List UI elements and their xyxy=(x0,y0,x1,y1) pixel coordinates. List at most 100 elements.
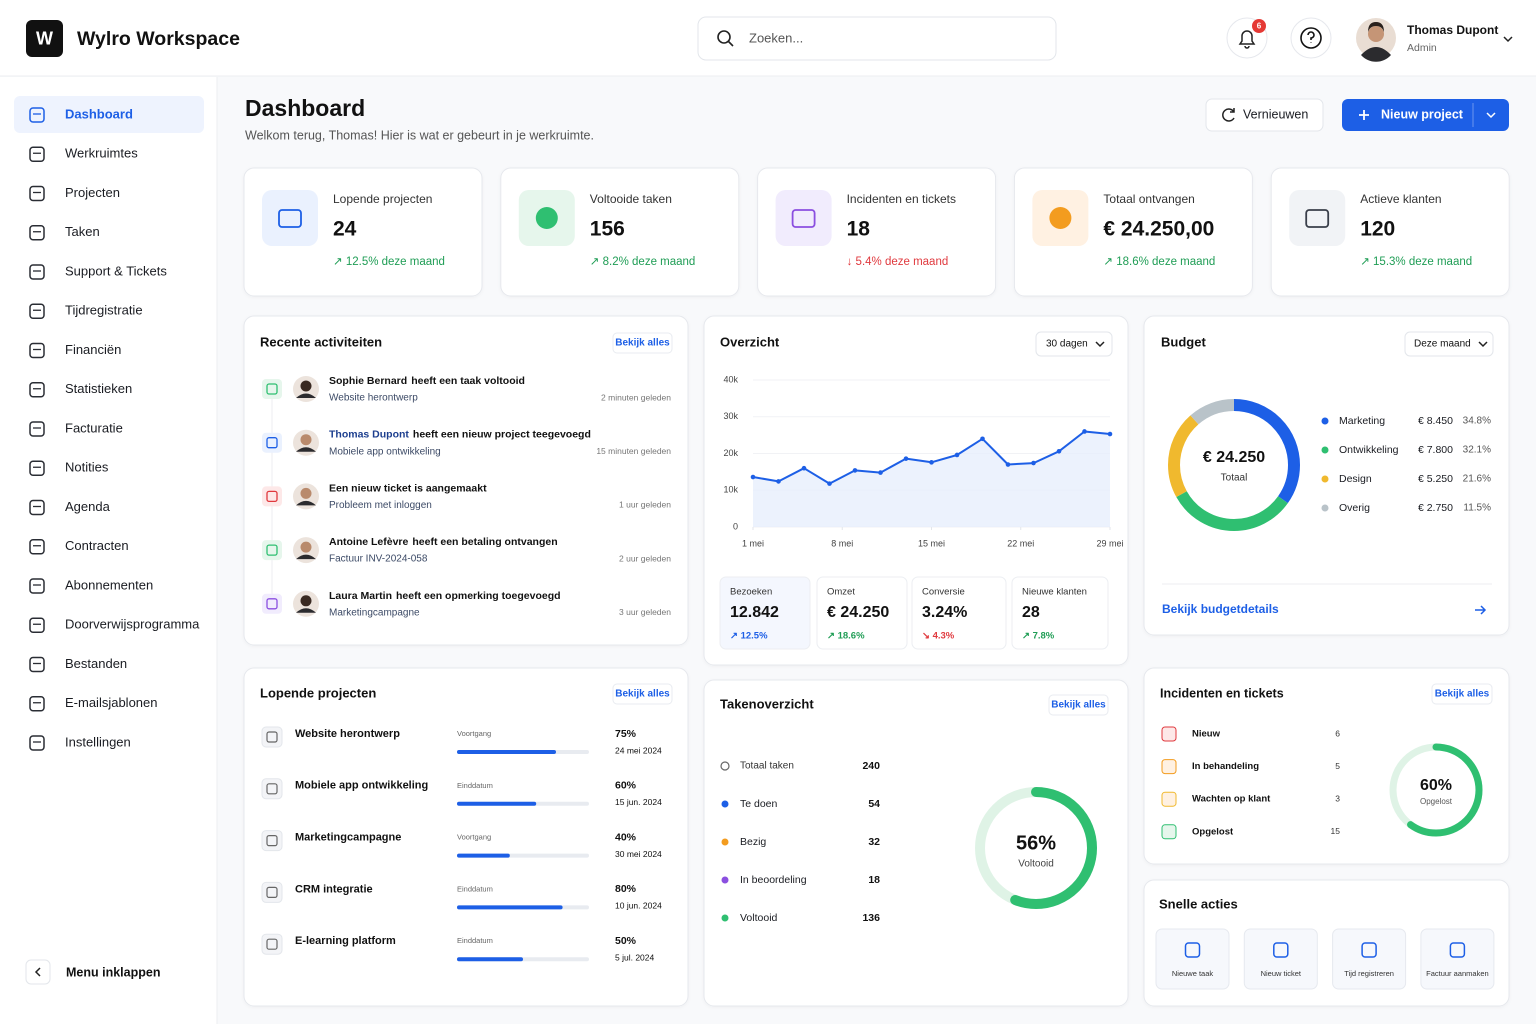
nav-item[interactable]: Tijdregistratie xyxy=(65,303,143,318)
link-button[interactable]: Bekijk alles xyxy=(1435,689,1490,700)
quick-action-button[interactable] xyxy=(1243,928,1318,990)
line-point xyxy=(750,474,756,480)
quick-actions-card: Snelle acties Nieuwe taak Nieuw ticket Tijd… xyxy=(1143,879,1510,1007)
refresh-button[interactable] xyxy=(1205,98,1324,132)
user-role: Admin xyxy=(1407,42,1437,54)
link-button[interactable]: Bekijk alles xyxy=(615,338,670,349)
link-button[interactable]: Bekijk alles xyxy=(1051,700,1106,711)
nav-item[interactable]: Taken xyxy=(65,224,100,239)
page-subtitle: Welkom terug, Thomas! Hier is wat er geb… xyxy=(245,128,594,142)
chevron-icon xyxy=(1503,36,1513,43)
activity-action: heeft een nieuw project teegevoegd xyxy=(413,428,591,440)
kpi-icon xyxy=(278,209,302,228)
avatar-head xyxy=(300,595,312,607)
quick-action-button[interactable] xyxy=(1332,928,1407,990)
quick-action-label[interactable]: Nieuw ticket xyxy=(1261,969,1302,978)
nav-icon xyxy=(29,696,45,712)
nav-item[interactable]: Notities xyxy=(65,460,109,475)
task-count: 136 xyxy=(862,912,880,924)
y-tick-label: 10k xyxy=(723,485,738,495)
avatar-body xyxy=(1361,47,1391,62)
donut-segment xyxy=(1389,743,1483,837)
collapse-icon xyxy=(34,967,41,977)
card-bg xyxy=(1143,315,1510,636)
nav-item[interactable]: Financiën xyxy=(65,342,121,357)
kpi-card: Incidenten en tickets 18 ↓ 5.4% deze maand xyxy=(757,167,997,297)
donut-segment xyxy=(1168,399,1300,531)
new-project-label[interactable]: Nieuw project xyxy=(1381,107,1464,121)
incident-icon xyxy=(1161,824,1177,840)
card-bg xyxy=(1143,667,1510,865)
link-bg[interactable] xyxy=(1431,683,1493,705)
project-progress: 60% xyxy=(615,780,637,792)
task-dot xyxy=(721,838,729,846)
quick-action-label[interactable]: Nieuwe taak xyxy=(1172,969,1214,978)
nav-item[interactable]: Facturatie xyxy=(65,420,123,435)
task-total: 240 xyxy=(862,760,880,772)
activity-subtitle: Mobiele app ontwikkeling xyxy=(329,446,441,457)
activity-icon xyxy=(262,379,282,399)
quick-action-label[interactable]: Factuur aanmaken xyxy=(1426,969,1489,978)
kpi-card: Voltooide taken 156 ↗ 8.2% deze maand xyxy=(500,167,740,297)
project-name: CRM integratie xyxy=(295,883,373,895)
link-bg[interactable] xyxy=(612,332,673,354)
quick-action-button[interactable] xyxy=(1420,928,1495,990)
nav-item[interactable]: Support & Tickets xyxy=(65,263,167,278)
x-tick-label: 8 mei xyxy=(831,538,853,548)
link-bg[interactable] xyxy=(612,683,673,705)
kpi-card: Lopende projecten 24 ↗ 12.5% deze maand xyxy=(243,167,483,297)
project-icon xyxy=(261,933,283,955)
range-dropdown[interactable] xyxy=(1035,331,1113,357)
quick-action-label[interactable]: Tijd registreren xyxy=(1344,969,1394,978)
link-bg[interactable] xyxy=(1048,694,1109,716)
link-button[interactable]: Bekijk alles xyxy=(615,689,670,700)
sidebar xyxy=(0,77,217,1024)
project-meta: Voortgang xyxy=(457,729,491,738)
nav-item[interactable]: Agenda xyxy=(65,499,111,514)
incident-name: Nieuw xyxy=(1192,729,1221,740)
notification-badge xyxy=(1252,19,1266,33)
kpi-label: Actieve klanten xyxy=(1360,192,1441,206)
nav-item[interactable]: Bestanden xyxy=(65,656,127,671)
kpi-icon xyxy=(535,207,558,229)
collapse-label[interactable]: Menu inklappen xyxy=(66,965,160,979)
activity-title: Laura Martin heeft een opmerking toegevoe… xyxy=(329,590,561,602)
kpi-value: 24 xyxy=(333,218,357,241)
range-label[interactable]: 30 dagen xyxy=(1046,339,1088,350)
avatar-body xyxy=(296,500,316,506)
nav-item[interactable]: Dashboard xyxy=(65,106,133,121)
incident-name: Wachten op klant xyxy=(1192,794,1271,805)
quick-action-button[interactable] xyxy=(1155,928,1230,990)
kpi-value: 156 xyxy=(590,218,625,241)
project-icon xyxy=(266,938,278,950)
nav-icon xyxy=(29,617,45,633)
nav-item[interactable]: Contracten xyxy=(65,538,129,553)
nav-item[interactable]: Instellingen xyxy=(65,734,131,749)
kpi-card: Actieve klanten 120 ↗ 15.3% deze maand xyxy=(1270,167,1510,297)
x-tick-label: 1 mei xyxy=(742,538,764,548)
budget-link[interactable]: Bekijk budgetdetails xyxy=(1162,602,1279,616)
refresh-label[interactable]: Vernieuwen xyxy=(1243,107,1308,121)
period-label[interactable]: Deze maand xyxy=(1414,339,1471,350)
nav-icon xyxy=(29,303,45,319)
nav-item[interactable]: Doorverwijsprogramma xyxy=(65,617,200,632)
nav-item[interactable]: Werkruimtes xyxy=(65,146,138,161)
chevron-icon xyxy=(1478,341,1488,348)
collapse-button[interactable] xyxy=(25,959,51,985)
nav-item[interactable]: Statistieken xyxy=(65,381,132,396)
activity-actor: Thomas Dupont xyxy=(329,428,409,440)
kpi-value: € 24.250,00 xyxy=(1103,218,1214,241)
period-dropdown[interactable] xyxy=(1404,331,1494,357)
nav-item[interactable]: Abonnementen xyxy=(65,577,153,592)
search-box[interactable] xyxy=(697,16,1057,61)
y-tick-label: 30k xyxy=(723,411,738,421)
nav-item[interactable]: Projecten xyxy=(65,185,120,200)
card-bg xyxy=(703,679,1129,1007)
quick-action-icon xyxy=(1361,942,1377,958)
nav-icon xyxy=(29,499,45,516)
projects-card: Lopende projecten Bekijk alles Website her… xyxy=(243,667,689,1007)
new-project-button[interactable] xyxy=(1342,99,1509,131)
project-icon xyxy=(266,783,278,795)
nav-item[interactable]: E-mailsjablonen xyxy=(65,695,158,710)
project-progress: 50% xyxy=(615,935,637,947)
